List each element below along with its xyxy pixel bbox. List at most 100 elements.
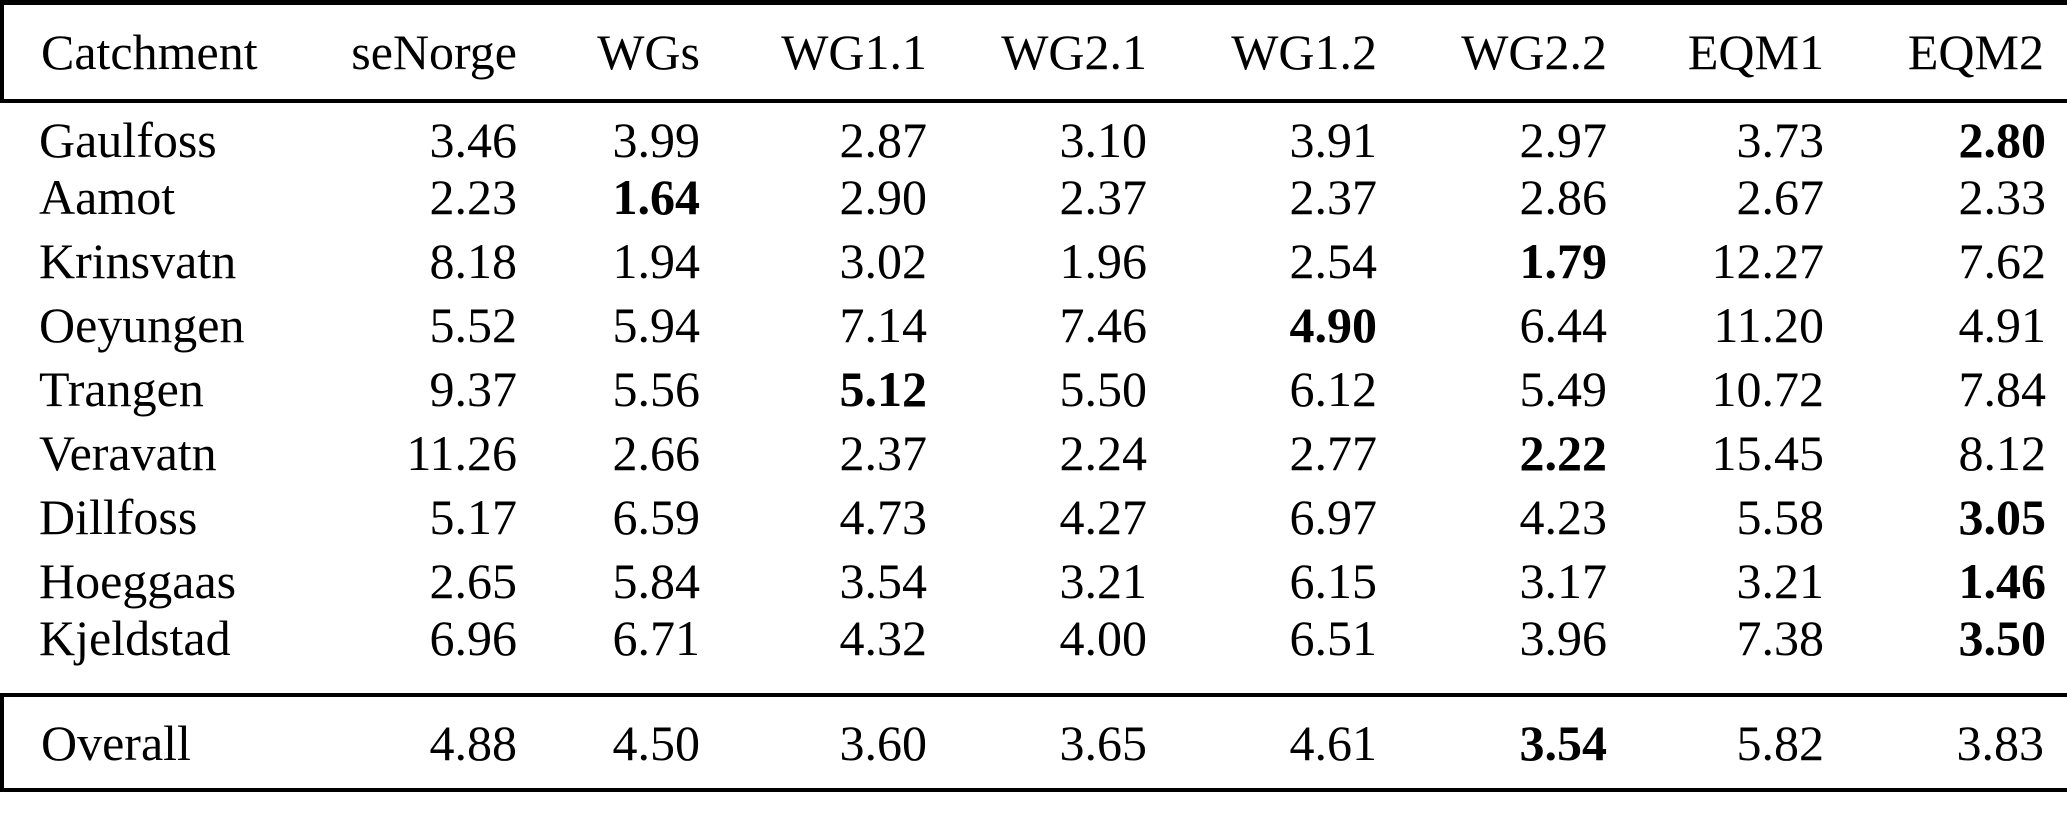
value-cell-krinsvatn-wg2-1: 1.96: [1059, 233, 1148, 289]
value-cell-krinsvatn-senorge: 8.18: [429, 233, 518, 289]
value-cell-aamot-wg1-1: 2.90: [839, 169, 928, 225]
value-cell-trangen-wg2-1: 5.50: [1059, 361, 1148, 417]
value-cell-gaulfoss-wg2-2: 2.97: [1519, 112, 1608, 168]
value-cell-krinsvatn-eqm1: 12.27: [1711, 233, 1825, 289]
value-cell-gaulfoss-senorge: 3.46: [429, 112, 518, 168]
value-cell-krinsvatn-wg1-2: 2.54: [1289, 233, 1378, 289]
value-cell-oeyungen-eqm2: 4.91: [1958, 297, 2047, 353]
table-row-hoeggaas: Hoeggaas 2.65 5.84 3.54 3.21 6.15 3.17 3.21 1.46: [2, 549, 2067, 613]
value-cell-aamot-wg2-2: 2.86: [1519, 169, 1608, 225]
value-cell-trangen-wg2-2: 5.49: [1519, 361, 1608, 417]
value-cell-veravatn-wg2-2: 2.22: [1519, 425, 1608, 481]
value-cell-hoeggaas-senorge: 2.65: [429, 553, 518, 609]
value-cell-overall-senorge: 4.88: [332, 693, 519, 792]
value-cell-oeyungen-wg1-1: 7.14: [839, 297, 928, 353]
value-cell-dillfoss-wg2-1: 4.27: [1059, 489, 1148, 545]
value-cell-overall-eqm2: 3.83: [1826, 693, 2067, 792]
value-cell-gaulfoss-eqm1: 3.73: [1736, 112, 1825, 168]
column-header-eqm1: EQM1: [1609, 0, 1826, 103]
catchment-name: Krinsvatn: [39, 233, 237, 289]
value-cell-aamot-wgs: 1.64: [612, 169, 701, 225]
value-cell-hoeggaas-wgs: 5.84: [612, 553, 701, 609]
header-row: Catchment seNorge WGs WG1.1 WG2.1 WG1.2 WG2.2 E…: [0, 0, 2067, 103]
column-header-wg2-2: WG2.2: [1379, 0, 1609, 103]
value-cell-veravatn-wgs: 2.66: [612, 425, 701, 481]
value-cell-hoeggaas-eqm2: 1.46: [1958, 553, 2047, 609]
value-cell-oeyungen-wg2-1: 7.46: [1059, 297, 1148, 353]
value-cell-oeyungen-eqm1: 11.20: [1713, 297, 1824, 353]
value-cell-overall-wg1-2: 4.61: [1149, 693, 1379, 792]
table-header: Catchment seNorge WGs WG1.1 WG2.1 WG1.2 WG2.2 E…: [0, 0, 2067, 103]
value-cell-trangen-wgs: 5.56: [612, 361, 701, 417]
column-header-senorge: seNorge: [332, 0, 519, 103]
value-cell-overall-wgs: 4.50: [519, 693, 702, 792]
value-cell-gaulfoss-wg1-2: 3.91: [1289, 112, 1378, 168]
table-row-veravatn: Veravatn 11.26 2.66 2.37 2.24 2.77 2.22 15.45 8.…: [2, 421, 2067, 485]
value-cell-krinsvatn-wg2-2: 1.79: [1519, 233, 1608, 289]
value-cell-gaulfoss-eqm2: 2.80: [1958, 112, 2047, 168]
column-header-wgs: WGs: [519, 0, 702, 103]
value-cell-kjeldstad-wgs: 6.71: [612, 610, 701, 666]
value-cell-kjeldstad-senorge: 6.96: [429, 610, 518, 666]
value-cell-kjeldstad-eqm1: 7.38: [1736, 610, 1825, 666]
value-cell-kjeldstad-wg1-2: 6.51: [1289, 610, 1378, 666]
column-header-eqm2: EQM2: [1826, 0, 2067, 103]
value-cell-aamot-wg2-1: 2.37: [1059, 169, 1148, 225]
catchment-name: Dillfoss: [39, 489, 198, 545]
table-row-krinsvatn: Krinsvatn 8.18 1.94 3.02 1.96 2.54 1.79 12.27 7.…: [2, 229, 2067, 293]
value-cell-kjeldstad-eqm2: 3.50: [1958, 610, 2047, 666]
value-cell-gaulfoss-wg2-1: 3.10: [1059, 112, 1148, 168]
value-cell-aamot-eqm1: 2.67: [1736, 169, 1825, 225]
value-cell-hoeggaas-wg2-2: 3.17: [1519, 553, 1608, 609]
catchment-name: Hoeggaas: [39, 553, 237, 609]
catchment-name: Trangen: [39, 361, 204, 417]
value-cell-aamot-eqm2: 2.33: [1958, 169, 2047, 225]
table-row-oeyungen: Oeyungen 5.52 5.94 7.14 7.46 4.90 6.44 11.20 4.9…: [2, 293, 2067, 357]
column-header-wg1-1: WG1.1: [702, 0, 929, 103]
table-row-dillfoss: Dillfoss 5.17 6.59 4.73 4.27 6.97 4.23 5.58 3.05: [2, 485, 2067, 549]
value-cell-krinsvatn-wg1-1: 3.02: [839, 233, 928, 289]
value-cell-oeyungen-wgs: 5.94: [612, 297, 701, 353]
catchment-results-table: Catchment seNorge WGs WG1.1 WG2.1 WG1.2 WG2.2 E…: [0, 0, 2067, 792]
value-cell-dillfoss-senorge: 5.17: [429, 489, 518, 545]
column-header-catchment: Catchment: [0, 0, 332, 103]
value-cell-oeyungen-senorge: 5.52: [429, 297, 518, 353]
overall-row: Overall 4.88 4.50 3.60 3.65 4.61 3.54 5.82 3.83: [0, 693, 2067, 792]
value-cell-overall-wg1-1: 3.60: [702, 693, 929, 792]
value-cell-veravatn-wg1-2: 2.77: [1289, 425, 1378, 481]
value-cell-overall-wg2-1: 3.65: [929, 693, 1149, 792]
value-cell-kjeldstad-wg1-1: 4.32: [839, 610, 928, 666]
value-cell-hoeggaas-wg1-2: 6.15: [1289, 553, 1378, 609]
catchment-name: Gaulfoss: [39, 112, 217, 168]
value-cell-krinsvatn-wgs: 1.94: [612, 233, 701, 289]
value-cell-hoeggaas-wg1-1: 3.54: [839, 553, 928, 609]
value-cell-hoeggaas-eqm1: 3.21: [1736, 553, 1825, 609]
value-cell-oeyungen-wg1-2: 4.90: [1289, 297, 1378, 353]
value-cell-krinsvatn-eqm2: 7.62: [1958, 233, 2047, 289]
table-row-trangen: Trangen 9.37 5.56 5.12 5.50 6.12 5.49 10.72 7.84: [2, 357, 2067, 421]
value-cell-veravatn-eqm2: 8.12: [1958, 425, 2047, 481]
column-header-wg2-1: WG2.1: [929, 0, 1149, 103]
catchment-name: Oeyungen: [39, 297, 245, 353]
value-cell-kjeldstad-wg2-1: 4.00: [1059, 610, 1148, 666]
table-footer: Overall 4.88 4.50 3.60 3.65 4.61 3.54 5.82 3.83: [0, 693, 2067, 792]
value-cell-trangen-eqm1: 10.72: [1711, 361, 1825, 417]
value-cell-gaulfoss-wgs: 3.99: [612, 112, 701, 168]
value-cell-dillfoss-wg1-2: 6.97: [1289, 489, 1378, 545]
table-row-gaulfoss: Gaulfoss 3.46 3.99 2.87 3.10 3.91 2.97 3.73 2.80: [2, 101, 2067, 165]
overall-label: Overall: [0, 693, 332, 792]
value-cell-veravatn-wg1-1: 2.37: [839, 425, 928, 481]
value-cell-overall-wg2-2: 3.54: [1379, 693, 1609, 792]
table-row-aamot: Aamot 2.23 1.64 2.90 2.37 2.37 2.86 2.67 2.33: [2, 165, 2067, 229]
value-cell-dillfoss-wg1-1: 4.73: [839, 489, 928, 545]
value-cell-veravatn-wg2-1: 2.24: [1059, 425, 1148, 481]
value-cell-gaulfoss-wg1-1: 2.87: [839, 112, 928, 168]
column-header-wg1-2: WG1.2: [1149, 0, 1379, 103]
value-cell-trangen-senorge: 9.37: [429, 361, 518, 417]
value-cell-dillfoss-eqm2: 3.05: [1958, 489, 2047, 545]
value-cell-trangen-wg1-2: 6.12: [1289, 361, 1378, 417]
value-cell-dillfoss-wg2-2: 4.23: [1519, 489, 1608, 545]
value-cell-oeyungen-wg2-2: 6.44: [1519, 297, 1608, 353]
value-cell-dillfoss-wgs: 6.59: [612, 489, 701, 545]
